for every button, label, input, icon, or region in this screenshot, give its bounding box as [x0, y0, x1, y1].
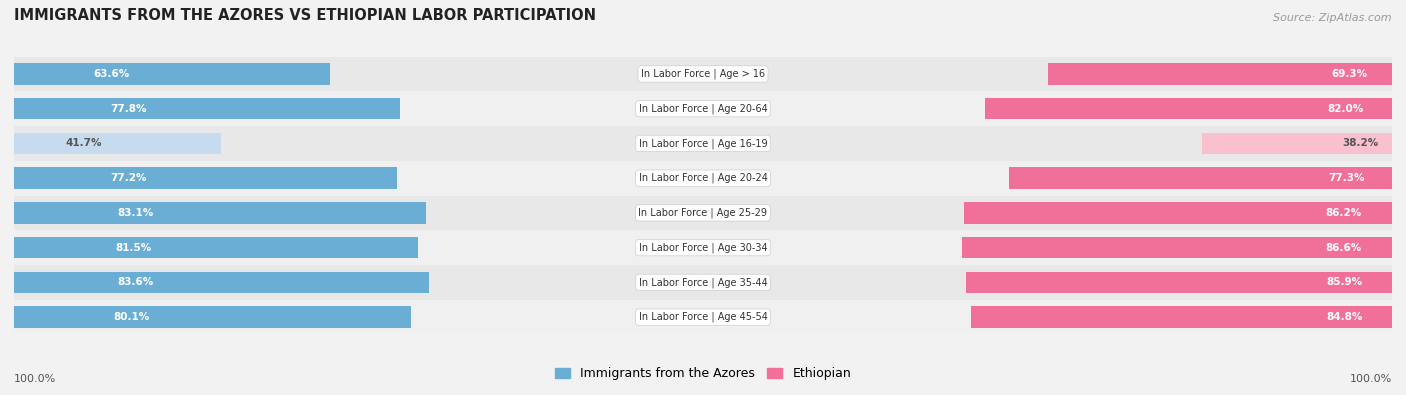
Bar — [14, 237, 419, 258]
Text: 83.1%: 83.1% — [117, 208, 153, 218]
Text: 100.0%: 100.0% — [14, 374, 56, 384]
Text: In Labor Force | Age 20-24: In Labor Force | Age 20-24 — [638, 173, 768, 183]
Text: 80.1%: 80.1% — [114, 312, 149, 322]
Bar — [14, 265, 1392, 300]
Text: In Labor Force | Age 45-54: In Labor Force | Age 45-54 — [638, 312, 768, 322]
Bar — [965, 202, 1392, 224]
Text: IMMIGRANTS FROM THE AZORES VS ETHIOPIAN LABOR PARTICIPATION: IMMIGRANTS FROM THE AZORES VS ETHIOPIAN … — [14, 8, 596, 23]
Bar — [966, 272, 1392, 293]
Text: 77.2%: 77.2% — [110, 173, 146, 183]
Text: 69.3%: 69.3% — [1331, 69, 1368, 79]
Bar — [14, 91, 1392, 126]
Text: In Labor Force | Age 16-19: In Labor Force | Age 16-19 — [638, 138, 768, 149]
Bar — [986, 98, 1392, 119]
Bar — [14, 167, 396, 189]
Text: In Labor Force | Age 35-44: In Labor Force | Age 35-44 — [638, 277, 768, 288]
Bar — [1008, 167, 1392, 189]
Bar — [1202, 133, 1392, 154]
Text: In Labor Force | Age 20-64: In Labor Force | Age 20-64 — [638, 103, 768, 114]
Text: 86.2%: 86.2% — [1326, 208, 1362, 218]
Text: 82.0%: 82.0% — [1327, 103, 1364, 114]
Bar — [14, 307, 412, 328]
Text: In Labor Force | Age 25-29: In Labor Force | Age 25-29 — [638, 208, 768, 218]
Text: 85.9%: 85.9% — [1326, 277, 1362, 288]
Bar — [962, 237, 1392, 258]
Bar — [14, 196, 1392, 230]
Text: Source: ZipAtlas.com: Source: ZipAtlas.com — [1274, 13, 1392, 23]
Text: 84.8%: 84.8% — [1326, 312, 1362, 322]
Bar — [14, 300, 1392, 335]
Text: 77.3%: 77.3% — [1329, 173, 1365, 183]
Text: 38.2%: 38.2% — [1343, 138, 1379, 149]
Bar — [14, 98, 399, 119]
Bar — [972, 307, 1392, 328]
Legend: Immigrants from the Azores, Ethiopian: Immigrants from the Azores, Ethiopian — [550, 362, 856, 386]
Text: 63.6%: 63.6% — [93, 69, 129, 79]
Bar — [14, 63, 329, 85]
Text: 77.8%: 77.8% — [111, 103, 148, 114]
Text: 83.6%: 83.6% — [118, 277, 155, 288]
Text: In Labor Force | Age > 16: In Labor Force | Age > 16 — [641, 69, 765, 79]
Bar — [14, 126, 1392, 161]
Bar — [14, 230, 1392, 265]
Bar — [14, 56, 1392, 91]
Text: 41.7%: 41.7% — [66, 138, 103, 149]
Bar — [14, 161, 1392, 196]
Bar — [14, 202, 426, 224]
Text: 81.5%: 81.5% — [115, 243, 152, 253]
Bar — [1049, 63, 1392, 85]
Text: 100.0%: 100.0% — [1350, 374, 1392, 384]
Text: 86.6%: 86.6% — [1326, 243, 1362, 253]
Bar — [14, 133, 221, 154]
Bar — [14, 272, 429, 293]
Text: In Labor Force | Age 30-34: In Labor Force | Age 30-34 — [638, 243, 768, 253]
